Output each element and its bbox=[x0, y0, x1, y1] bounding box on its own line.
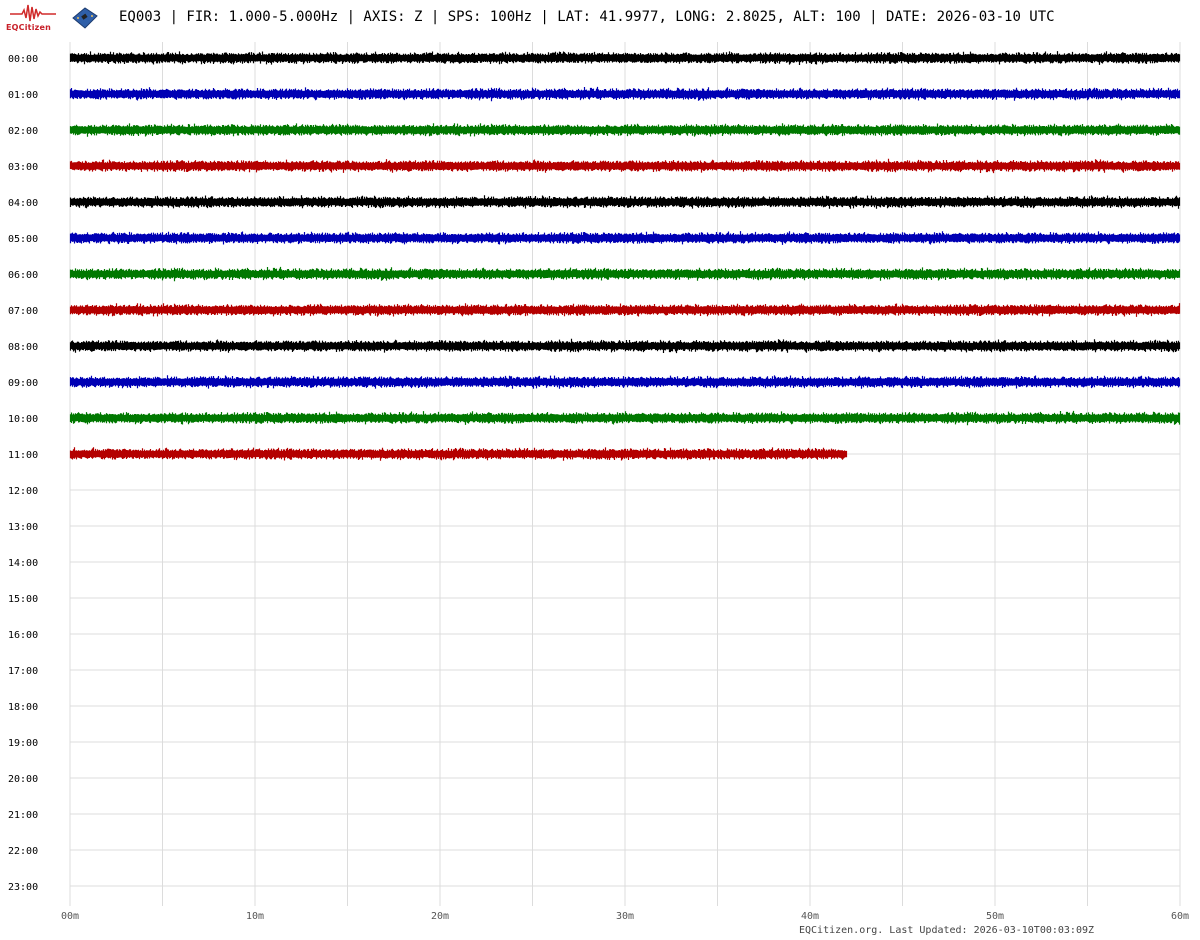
row-label: 00:00 bbox=[8, 54, 38, 65]
row-label: 15:00 bbox=[8, 594, 38, 605]
row-label: 11:00 bbox=[8, 450, 38, 461]
row-label: 20:00 bbox=[8, 774, 38, 785]
row-label: 19:00 bbox=[8, 738, 38, 749]
row-label: 21:00 bbox=[8, 810, 38, 821]
row-label: 05:00 bbox=[8, 234, 38, 245]
row-label: 16:00 bbox=[8, 630, 38, 641]
row-label: 04:00 bbox=[8, 198, 38, 209]
trace-0300 bbox=[69, 158, 1181, 174]
row-label: 06:00 bbox=[8, 270, 38, 281]
sensor-board-icon bbox=[72, 7, 98, 29]
row-label: 07:00 bbox=[8, 306, 38, 317]
trace-1100 bbox=[69, 447, 848, 461]
x-tick-label: 50m bbox=[986, 911, 1004, 922]
trace-0500 bbox=[69, 231, 1181, 245]
row-label: 12:00 bbox=[8, 486, 38, 497]
row-label: 14:00 bbox=[8, 558, 38, 569]
trace-0900 bbox=[69, 375, 1181, 389]
chart-title: EQ003 | FIR: 1.000-5.000Hz | AXIS: Z | S… bbox=[119, 9, 1055, 25]
row-label: 09:00 bbox=[8, 378, 38, 389]
x-tick-label: 30m bbox=[616, 911, 634, 922]
row-label: 10:00 bbox=[8, 414, 38, 425]
row-label: 18:00 bbox=[8, 702, 38, 713]
trace-0600 bbox=[69, 266, 1181, 282]
trace-0700 bbox=[69, 303, 1181, 317]
row-label: 23:00 bbox=[8, 882, 38, 893]
row-label: 02:00 bbox=[8, 126, 38, 137]
row-label: 08:00 bbox=[8, 342, 38, 353]
row-label: 17:00 bbox=[8, 666, 38, 677]
row-label: 13:00 bbox=[8, 522, 38, 533]
trace-0000 bbox=[69, 51, 1181, 65]
x-tick-label: 10m bbox=[246, 911, 264, 922]
row-label: 22:00 bbox=[8, 846, 38, 857]
trace-0100 bbox=[69, 86, 1181, 102]
x-tick-label: 00m bbox=[61, 911, 79, 922]
x-tick-label: 40m bbox=[801, 911, 819, 922]
eqcitizen-logo bbox=[10, 4, 56, 22]
trace-0800 bbox=[69, 338, 1181, 354]
x-tick-label: 60m bbox=[1171, 911, 1189, 922]
trace-0400 bbox=[69, 195, 1181, 209]
logo-text: EQCitizen bbox=[6, 23, 52, 32]
row-label: 01:00 bbox=[8, 90, 38, 101]
x-tick-label: 20m bbox=[431, 911, 449, 922]
trace-0200 bbox=[69, 123, 1181, 137]
footer-last-updated: EQCitizen.org. Last Updated: 2026-03-10T… bbox=[799, 925, 1095, 936]
row-label: 03:00 bbox=[8, 162, 38, 173]
trace-1000 bbox=[69, 410, 1181, 426]
